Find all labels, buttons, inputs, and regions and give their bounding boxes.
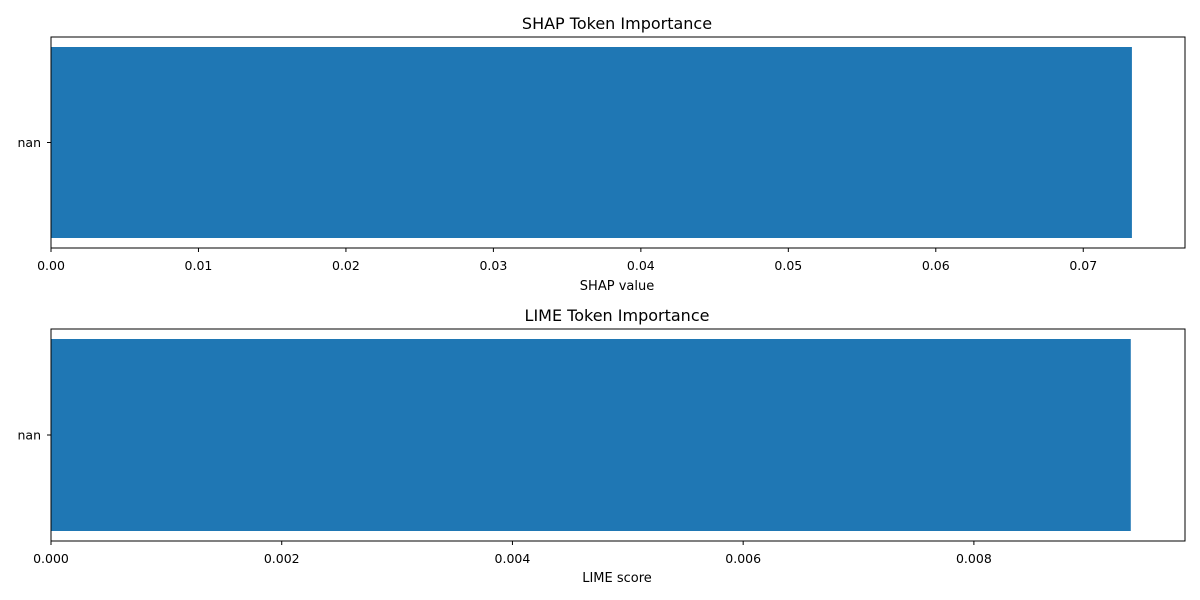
shap-x-ticks: 0.00 0.01 0.02 0.03 0.04 0.05 0.06 0.07 xyxy=(37,248,1097,273)
shap-x-tick-label-2: 0.02 xyxy=(332,258,360,273)
lime-x-tick-label-0: 0.000 xyxy=(33,551,69,566)
lime-x-tick-label-3: 0.006 xyxy=(725,551,761,566)
shap-x-tick-label-5: 0.05 xyxy=(774,258,802,273)
lime-y-tick-label-0: nan xyxy=(17,428,41,443)
lime-x-ticks: 0.000 0.002 0.004 0.006 0.008 xyxy=(33,541,992,566)
shap-y-tick-label-0: nan xyxy=(17,135,41,150)
lime-panel: LIME Token Importance 0.000 0.002 0.004 0.0… xyxy=(17,306,1186,586)
lime-x-axis-label: LIME score xyxy=(582,571,652,586)
shap-chart-title: SHAP Token Importance xyxy=(522,14,712,33)
lime-x-tick-label-2: 0.004 xyxy=(495,551,531,566)
lime-bar-0 xyxy=(51,339,1131,531)
lime-chart-title: LIME Token Importance xyxy=(525,306,710,325)
shap-x-tick-label-0: 0.00 xyxy=(37,258,65,273)
shap-x-tick-label-4: 0.04 xyxy=(627,258,655,273)
shap-x-tick-label-6: 0.06 xyxy=(922,258,950,273)
shap-x-tick-label-3: 0.03 xyxy=(479,258,507,273)
shap-panel: SHAP Token Importance 0.00 0.01 0.02 0.03 0.… xyxy=(17,14,1186,294)
shap-bar-0 xyxy=(51,47,1132,238)
shap-x-tick-label-1: 0.01 xyxy=(185,258,213,273)
shap-x-tick-label-7: 0.07 xyxy=(1069,258,1097,273)
lime-bars xyxy=(51,339,1131,531)
shap-y-ticks: nan xyxy=(17,135,51,150)
lime-y-ticks: nan xyxy=(17,428,51,443)
shap-bars xyxy=(51,47,1132,238)
lime-x-tick-label-4: 0.008 xyxy=(956,551,992,566)
shap-x-axis-label: SHAP value xyxy=(580,279,654,294)
lime-x-tick-label-1: 0.002 xyxy=(264,551,300,566)
